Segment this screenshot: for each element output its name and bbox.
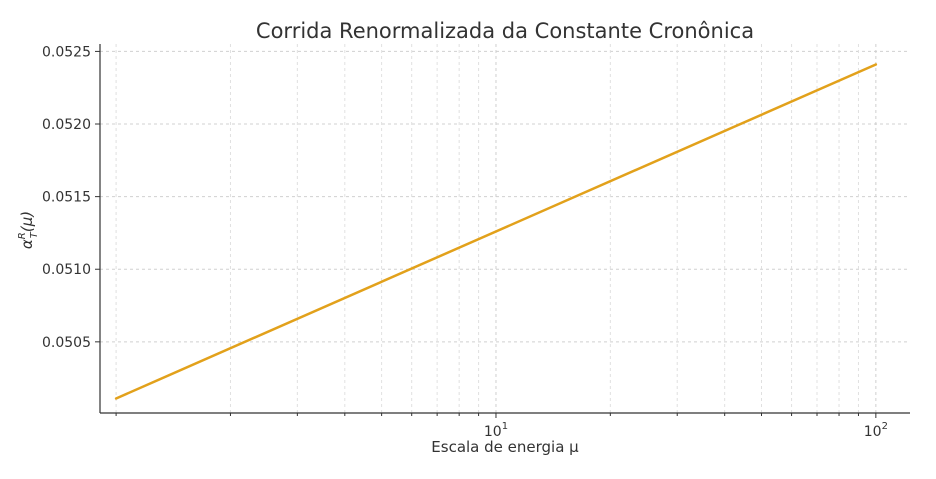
y-tick-label: 0.0525: [42, 44, 91, 60]
y-tick-label: 0.0520: [42, 117, 91, 133]
x-tick-label: 102: [864, 421, 888, 440]
series-line: [114, 63, 878, 400]
chart-title: Corrida Renormalizada da Constante Cronô…: [256, 19, 754, 43]
y-tick-label: 0.0515: [42, 190, 91, 206]
y-tick-label: 0.0510: [42, 262, 91, 278]
y-axis-title: αRT(μ): [17, 211, 40, 249]
grid: [100, 44, 910, 413]
axes: [99, 44, 910, 414]
x-axis-title: Escala de energia μ: [431, 438, 579, 456]
series-layer: [114, 63, 878, 400]
y-tick-label: 0.0505: [42, 335, 91, 351]
